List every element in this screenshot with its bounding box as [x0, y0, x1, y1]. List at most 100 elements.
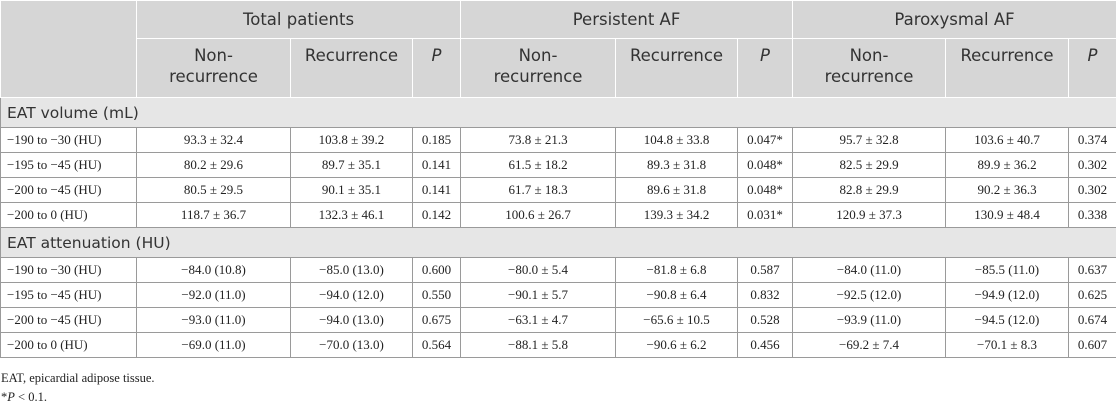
cell: 95.7 ± 32.8	[792, 127, 947, 153]
cell: −93.9 (11.0)	[792, 307, 947, 333]
cell: 0.302	[1068, 152, 1116, 178]
cell: −84.0 (10.8)	[136, 257, 291, 283]
row-label: −200 to −45 (HU)	[0, 307, 137, 333]
cell: −93.0 (11.0)	[136, 307, 291, 333]
corner-cell	[0, 0, 137, 98]
section-title: EAT volume (mL)	[0, 97, 1116, 128]
row-label: −190 to −30 (HU)	[0, 257, 137, 283]
column-header: Non-recurrence	[136, 38, 291, 98]
cell: 89.9 ± 36.2	[945, 152, 1070, 178]
row-label: −200 to 0 (HU)	[0, 202, 137, 228]
cell: 103.8 ± 39.2	[290, 127, 413, 153]
cell: 0.637	[1068, 257, 1116, 283]
data-row: −200 to −45 (HU) 80.5 ± 29.5 90.1 ± 35.1 0.…	[0, 177, 1116, 203]
footnote-mark: *	[1, 390, 8, 404]
group-header: Persistent AF	[460, 0, 794, 39]
cell: 80.2 ± 29.6	[136, 152, 291, 178]
cell: −92.5 (12.0)	[792, 282, 947, 308]
cell: 130.9 ± 48.4	[945, 202, 1070, 228]
column-header: P	[1068, 38, 1116, 98]
cell: −90.6 ± 6.2	[615, 332, 739, 358]
column-header: Non-recurrence	[792, 38, 947, 98]
cell: −85.5 (11.0)	[945, 257, 1070, 283]
column-header-text: P	[431, 46, 442, 65]
subheader-row: Non-recurrence Recurrence P Non-recurrence R…	[1, 38, 1116, 98]
data-row: −200 to −45 (HU) −93.0 (11.0) −94.0 (13.0)…	[0, 307, 1116, 333]
column-header: P	[737, 38, 794, 98]
cell: −69.0 (11.0)	[136, 332, 291, 358]
cell: 139.3 ± 34.2	[615, 202, 739, 228]
cell: 118.7 ± 36.7	[136, 202, 291, 228]
cell: 100.6 ± 26.7	[460, 202, 617, 228]
cell: 0.832	[737, 282, 794, 308]
cell: −90.1 ± 5.7	[460, 282, 617, 308]
cell: 103.6 ± 40.7	[945, 127, 1070, 153]
column-header-text: Recurrence	[629, 46, 724, 65]
cell: −81.8 ± 6.8	[615, 257, 739, 283]
cell: 73.8 ± 21.3	[460, 127, 617, 153]
cell: −65.6 ± 10.5	[615, 307, 739, 333]
cell: 0.185	[411, 127, 462, 153]
column-header: Recurrence	[945, 38, 1070, 98]
section-row: EAT volume (mL)	[0, 97, 1116, 128]
cell: −84.0 (11.0)	[792, 257, 947, 283]
data-row: −200 to 0 (HU) −69.0 (11.0) −70.0 (13.0) 0.…	[0, 332, 1116, 358]
data-row: −190 to −30 (HU) 93.3 ± 32.4 103.8 ± 39.2 0…	[0, 127, 1116, 153]
cell: 0.141	[411, 177, 462, 203]
cell: 90.2 ± 36.3	[945, 177, 1070, 203]
column-header-text: Non-recurrence	[169, 46, 258, 86]
cell: −70.1 ± 8.3	[945, 332, 1070, 358]
cell: 0.674	[1068, 307, 1116, 333]
footnote: EAT, epicardial adipose tissue.	[1, 371, 155, 385]
column-header: Non-recurrence	[460, 38, 617, 98]
cell: 104.8 ± 33.8	[615, 127, 739, 153]
column-header-text: Non-recurrence	[493, 46, 583, 86]
cell: 0.600	[411, 257, 462, 283]
cell: 93.3 ± 32.4	[136, 127, 291, 153]
cell: 120.9 ± 37.3	[792, 202, 947, 228]
cell: 89.7 ± 35.1	[290, 152, 413, 178]
cell: 0.142	[411, 202, 462, 228]
cell: 0.607	[1068, 332, 1116, 358]
column-header-text: Recurrence	[304, 46, 399, 65]
cell: 89.6 ± 31.8	[615, 177, 739, 203]
cell: 0.031*	[737, 202, 794, 228]
group-header: Total patients	[135, 0, 462, 39]
cell: 0.564	[411, 332, 462, 358]
row-label: −200 to −45 (HU)	[0, 177, 137, 203]
cell: −90.8 ± 6.4	[615, 282, 739, 308]
data-row: −195 to −45 (HU) 80.2 ± 29.6 89.7 ± 35.1 0.…	[0, 152, 1116, 178]
cell: −94.0 (13.0)	[290, 307, 413, 333]
cell: 61.7 ± 18.3	[460, 177, 617, 203]
column-header: Recurrence	[290, 38, 413, 98]
cell: 82.5 ± 29.9	[792, 152, 947, 178]
cell: 0.048*	[737, 152, 794, 178]
cell: 0.625	[1068, 282, 1116, 308]
cell: 61.5 ± 18.2	[460, 152, 617, 178]
cell: 0.374	[1068, 127, 1116, 153]
cell: 0.550	[411, 282, 462, 308]
section-title: EAT attenuation (HU)	[0, 227, 1116, 258]
cell: −88.1 ± 5.8	[460, 332, 617, 358]
data-row: −200 to 0 (HU) 118.7 ± 36.7 132.3 ± 46.1 0.…	[0, 202, 1116, 228]
cell: 132.3 ± 46.1	[290, 202, 413, 228]
cell: −92.0 (11.0)	[136, 282, 291, 308]
column-header: Recurrence	[615, 38, 739, 98]
cell: −63.1 ± 4.7	[460, 307, 617, 333]
cell: 0.675	[411, 307, 462, 333]
cell: 0.302	[1068, 177, 1116, 203]
cell: 0.048*	[737, 177, 794, 203]
cell: −94.5 (12.0)	[945, 307, 1070, 333]
cell: 0.587	[737, 257, 794, 283]
cell: 80.5 ± 29.5	[136, 177, 291, 203]
section-row: EAT attenuation (HU)	[0, 227, 1116, 258]
cell: −94.0 (12.0)	[290, 282, 413, 308]
cell: −69.2 ± 7.4	[792, 332, 947, 358]
cell: −70.0 (13.0)	[290, 332, 413, 358]
data-row: −190 to −30 (HU) −84.0 (10.8) −85.0 (13.0)…	[0, 257, 1116, 283]
footnote-symbol: P	[7, 390, 15, 404]
header-row: Total patients Persistent AF Paroxysmal AF	[0, 0, 1116, 98]
column-header-text: Recurrence	[960, 46, 1054, 65]
cell: 90.1 ± 35.1	[290, 177, 413, 203]
